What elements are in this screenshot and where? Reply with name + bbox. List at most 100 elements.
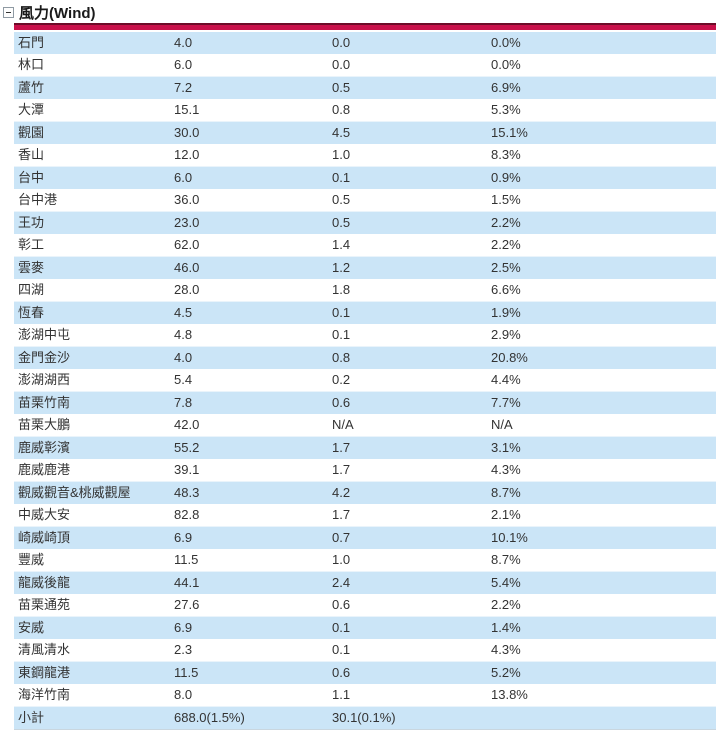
cell-percent: 13.8% [491,687,528,703]
cell-percent: 5.2% [491,665,521,681]
cell-percent: 4.3% [491,462,521,478]
cell-station: 苗栗通苑 [18,597,71,613]
cell-station: 苗栗竹南 [18,395,71,411]
table-row: 雲麥 46.0 1.2 2.5% [14,256,716,280]
cell-station: 觀威觀音&桃威觀屋 [18,485,131,501]
wind-table-body: 石門 4.0 0.0 0.0% 林口 6.0 0.0 0.0% 蘆竹 7.2 0.5 6.9% 大潭 15… [14,32,716,730]
cell-station: 澎湖中屯 [18,327,71,343]
cell-station: 小計 [18,710,45,726]
cell-percent: 5.3% [491,102,521,118]
cell-generation: 1.0 [332,552,351,568]
cell-percent: N/A [491,417,513,433]
cell-percent: 2.2% [491,237,521,253]
table-row: 金門金沙 4.0 0.8 20.8% [14,346,716,370]
table-row: 石門 4.0 0.0 0.0% [14,32,716,55]
cell-percent: 2.1% [491,507,521,523]
cell-generation: 0.0 [332,35,351,51]
cell-capacity: 23.0 [174,215,200,231]
table-row: 澎湖中屯 4.8 0.1 2.9% [14,324,716,347]
cell-generation: 0.2 [332,372,351,388]
cell-capacity: 44.1 [174,575,200,591]
cell-generation: 0.1 [332,620,351,636]
cell-percent [487,707,716,730]
table-row: 王功 23.0 0.5 2.2% [14,211,716,235]
cell-station: 石門 [18,35,45,51]
cell-percent: 1.9% [491,305,521,321]
cell-capacity: 15.1 [174,102,200,118]
cell-capacity: 8.0 [174,687,193,703]
cell-generation: 0.1 [332,170,351,186]
cell-capacity: 688.0(1.5%) [174,710,245,726]
table-row: 觀園 30.0 4.5 15.1% [14,121,716,145]
table-row: 彰工 62.0 1.4 2.2% [14,234,716,257]
cell-capacity: 12.0 [174,147,200,163]
cell-station: 澎湖湖西 [18,372,71,388]
cell-capacity: 4.0 [174,35,193,51]
cell-percent: 4.4% [491,372,521,388]
table-row: 崎威崎頂 6.9 0.7 10.1% [14,526,716,550]
cell-station: 海洋竹南 [18,687,71,703]
cell-capacity: 6.9 [174,620,193,636]
cell-station: 龍威後龍 [18,575,71,591]
cell-generation: 1.4 [332,237,351,253]
cell-station: 中威大安 [18,507,71,523]
cell-percent: 2.2% [491,597,521,613]
cell-capacity: 28.0 [174,282,200,298]
table-row: 安威 6.9 0.1 1.4% [14,616,716,640]
cell-generation: 1.2 [332,260,351,276]
cell-capacity: 6.0 [174,57,193,73]
cell-percent: 3.1% [491,440,521,456]
cell-capacity: 62.0 [174,237,200,253]
table-row: 台中 6.0 0.1 0.9% [14,166,716,190]
cell-percent: 6.9% [491,80,521,96]
cell-generation: 0.8 [332,350,351,366]
cell-percent: 2.2% [491,215,521,231]
cell-generation: 30.1(0.1%) [332,710,396,726]
cell-percent: 8.7% [491,485,521,501]
cell-station: 苗栗大鵬 [18,417,71,433]
cell-station: 恆春 [18,305,45,321]
collapse-minus-icon[interactable] [3,6,14,18]
cell-percent: 10.1% [491,530,528,546]
cell-capacity: 11.5 [174,665,199,681]
cell-percent: 0.9% [491,170,521,186]
cell-station: 雲麥 [18,260,45,276]
cell-capacity: 39.1 [174,462,200,478]
cell-station: 林口 [18,57,45,73]
cell-percent: 7.7% [491,395,521,411]
cell-capacity: 7.2 [174,80,193,96]
section-title: 風力(Wind) [19,4,96,22]
cell-capacity: 4.0 [174,350,193,366]
cell-station: 台中港 [18,192,58,208]
cell-station: 台中 [18,170,45,186]
cell-generation: 1.7 [332,440,351,456]
cell-generation: 4.2 [332,485,351,501]
cell-station: 蘆竹 [18,80,45,96]
table-row: 豐威 11.5 1.0 8.7% [14,549,716,572]
cell-capacity: 55.2 [174,440,200,456]
table-row: 海洋竹南 8.0 1.1 13.8% [14,684,716,707]
cell-capacity: 4.8 [174,327,193,343]
cell-percent: 4.3% [491,642,521,658]
cell-generation: 1.0 [332,147,351,163]
cell-station: 東鋼龍港 [18,665,71,681]
cell-percent: 15.1% [491,125,528,141]
cell-generation: 0.5 [332,80,351,96]
cell-station: 四湖 [18,282,45,298]
cell-station: 清風清水 [18,642,71,658]
cell-generation: 1.1 [332,687,351,703]
cell-generation: 1.7 [332,462,351,478]
cell-generation: 0.6 [332,395,351,411]
cell-station: 豐威 [18,552,45,568]
cell-percent: 8.3% [491,147,521,163]
table-row: 四湖 28.0 1.8 6.6% [14,279,716,302]
cell-capacity: 46.0 [174,260,200,276]
cell-percent: 0.0% [491,57,521,73]
table-row: 龍威後龍 44.1 2.4 5.4% [14,571,716,595]
cell-capacity: 6.9 [174,530,193,546]
cell-percent: 0.0% [491,35,521,51]
cell-percent: 20.8% [491,350,528,366]
table-row: 中威大安 82.8 1.7 2.1% [14,504,716,527]
wind-table: 石門 4.0 0.0 0.0% 林口 6.0 0.0 0.0% 蘆竹 7.2 0.5 6.9% 大潭 15… [14,32,716,730]
